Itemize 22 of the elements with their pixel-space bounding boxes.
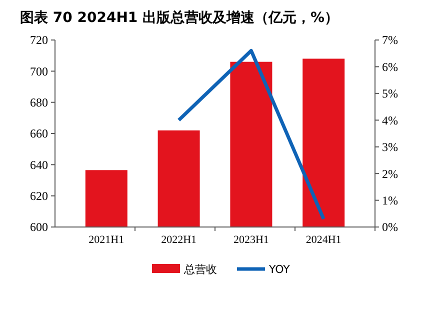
x-tick-label: 2023H1	[233, 234, 269, 246]
chart-title: 图表 70 2024H1 出版总营收及增速（亿元，%）	[20, 10, 339, 26]
y-tick-label: 720	[30, 33, 48, 48]
y2-tick-label: 2%	[382, 166, 398, 181]
y-tick-label: 600	[30, 220, 48, 234]
y2-tick-label: 6%	[382, 60, 398, 74]
y2-tick-label: 7%	[382, 33, 398, 48]
y2-tick-label: 3%	[382, 140, 398, 154]
y2-tick-label: 4%	[382, 113, 398, 128]
y2-tick-label: 5%	[382, 86, 398, 101]
y-tick-label: 680	[30, 96, 48, 110]
x-tick-label: 2022H1	[161, 234, 197, 246]
y-tick-label: 660	[30, 126, 48, 141]
x-tick-label: 2024H1	[306, 234, 342, 246]
y-tick-label: 700	[30, 64, 48, 78]
y2-tick-label: 0%	[382, 220, 398, 234]
y2-tick-label: 1%	[382, 193, 398, 208]
y-tick-label: 640	[30, 158, 48, 172]
legend-label: YOY	[268, 262, 290, 276]
y-tick-label: 620	[30, 189, 48, 204]
legend-label: 总营收	[183, 262, 217, 276]
x-tick-label: 2021H1	[88, 234, 124, 246]
